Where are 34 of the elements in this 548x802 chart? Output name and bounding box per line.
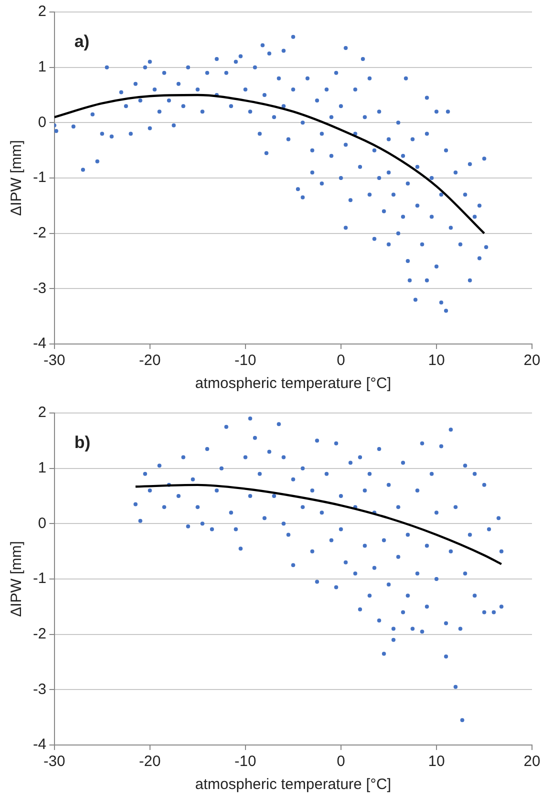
y-tick-label: 2 <box>38 404 46 422</box>
y-tick-label: 1 <box>38 459 46 476</box>
x-tick-label: 20 <box>524 352 540 370</box>
x-tick-label: 20 <box>524 753 540 770</box>
x-tick-label: 10 <box>428 352 445 370</box>
x-axis-title: atmospheric temperature [°C] <box>195 776 392 794</box>
line-series <box>134 484 503 566</box>
x-tick-label: -10 <box>234 352 256 370</box>
y-tick-label: -1 <box>32 169 46 186</box>
x-tick-label: -20 <box>139 352 161 370</box>
x-tick-label: -20 <box>139 753 161 770</box>
y-tick-label: -3 <box>32 680 46 698</box>
y-tick-label: -2 <box>32 625 46 642</box>
y-axis-title: ΔIPW [mm] <box>8 140 26 216</box>
y-tick-label: 0 <box>38 114 46 131</box>
y-tick-label: -4 <box>32 736 46 754</box>
y-tick-label: -4 <box>32 335 46 352</box>
x-tick-label: -10 <box>234 753 256 770</box>
y-tick-label: -3 <box>32 280 46 297</box>
y-tick-label: 1 <box>38 58 46 76</box>
x-tick-label: -30 <box>43 753 66 770</box>
x-tick-label: -30 <box>43 352 66 370</box>
y-tick-label: 0 <box>38 514 46 532</box>
y-tick-label: -2 <box>32 224 46 242</box>
x-axis-title: atmospheric temperature [°C] <box>195 375 392 392</box>
y-axis-title: ΔIPW [mm] <box>8 541 26 617</box>
x-tick-label: 10 <box>428 753 445 770</box>
line-series <box>54 94 486 234</box>
annotation: a) <box>74 32 90 52</box>
x-tick-label: 0 <box>336 753 346 770</box>
x-tick-label: 0 <box>336 352 346 370</box>
annotation: b) <box>74 433 90 452</box>
y-tick-label: 2 <box>38 3 46 20</box>
y-tick-label: -1 <box>32 570 46 588</box>
